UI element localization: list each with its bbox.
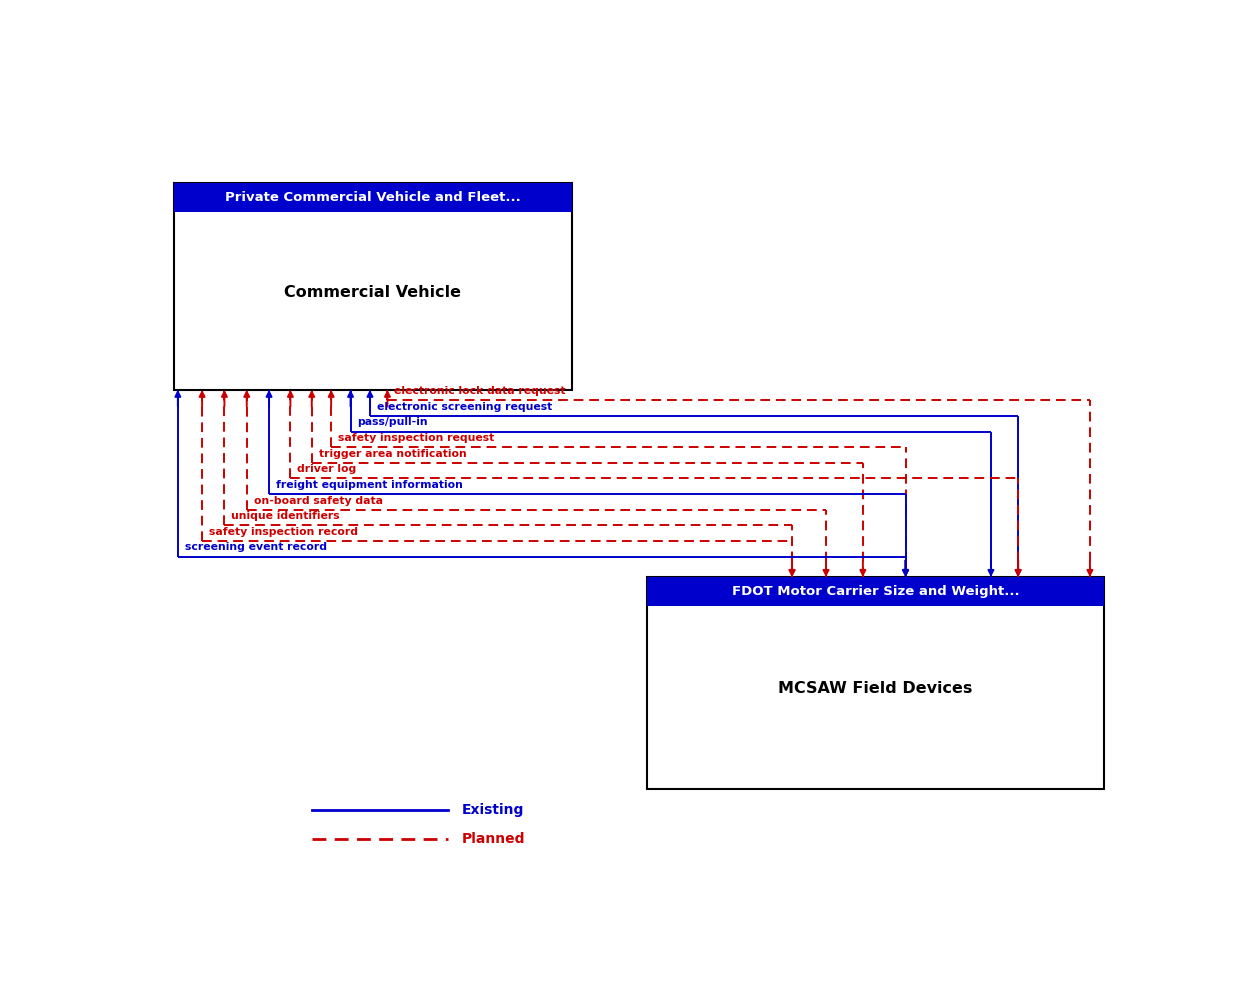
Text: safety inspection request: safety inspection request <box>338 433 495 443</box>
Bar <box>646 577 1104 789</box>
Text: electronic screening request: electronic screening request <box>377 402 552 412</box>
Text: driver log: driver log <box>297 464 357 475</box>
Text: screening event record: screening event record <box>184 543 327 553</box>
Text: Commercial Vehicle: Commercial Vehicle <box>284 285 462 299</box>
Text: unique identifiers: unique identifiers <box>232 511 339 521</box>
Text: FDOT Motor Carrier Size and Weight...: FDOT Motor Carrier Size and Weight... <box>731 585 1019 598</box>
Text: on-board safety data: on-board safety data <box>253 495 383 505</box>
Text: Private Commercial Vehicle and Fleet...: Private Commercial Vehicle and Fleet... <box>225 191 521 204</box>
Text: MCSAW Field Devices: MCSAW Field Devices <box>779 681 973 696</box>
Text: Planned: Planned <box>462 831 526 846</box>
Text: pass/pull-in: pass/pull-in <box>357 418 428 427</box>
Bar <box>174 183 572 390</box>
Bar <box>646 577 1104 606</box>
Text: safety inspection record: safety inspection record <box>209 527 358 537</box>
Bar <box>174 183 572 212</box>
Text: trigger area notification: trigger area notification <box>318 449 466 459</box>
Text: electronic lock data request: electronic lock data request <box>394 386 566 396</box>
Text: Existing: Existing <box>462 803 525 817</box>
Text: freight equipment information: freight equipment information <box>275 480 463 490</box>
